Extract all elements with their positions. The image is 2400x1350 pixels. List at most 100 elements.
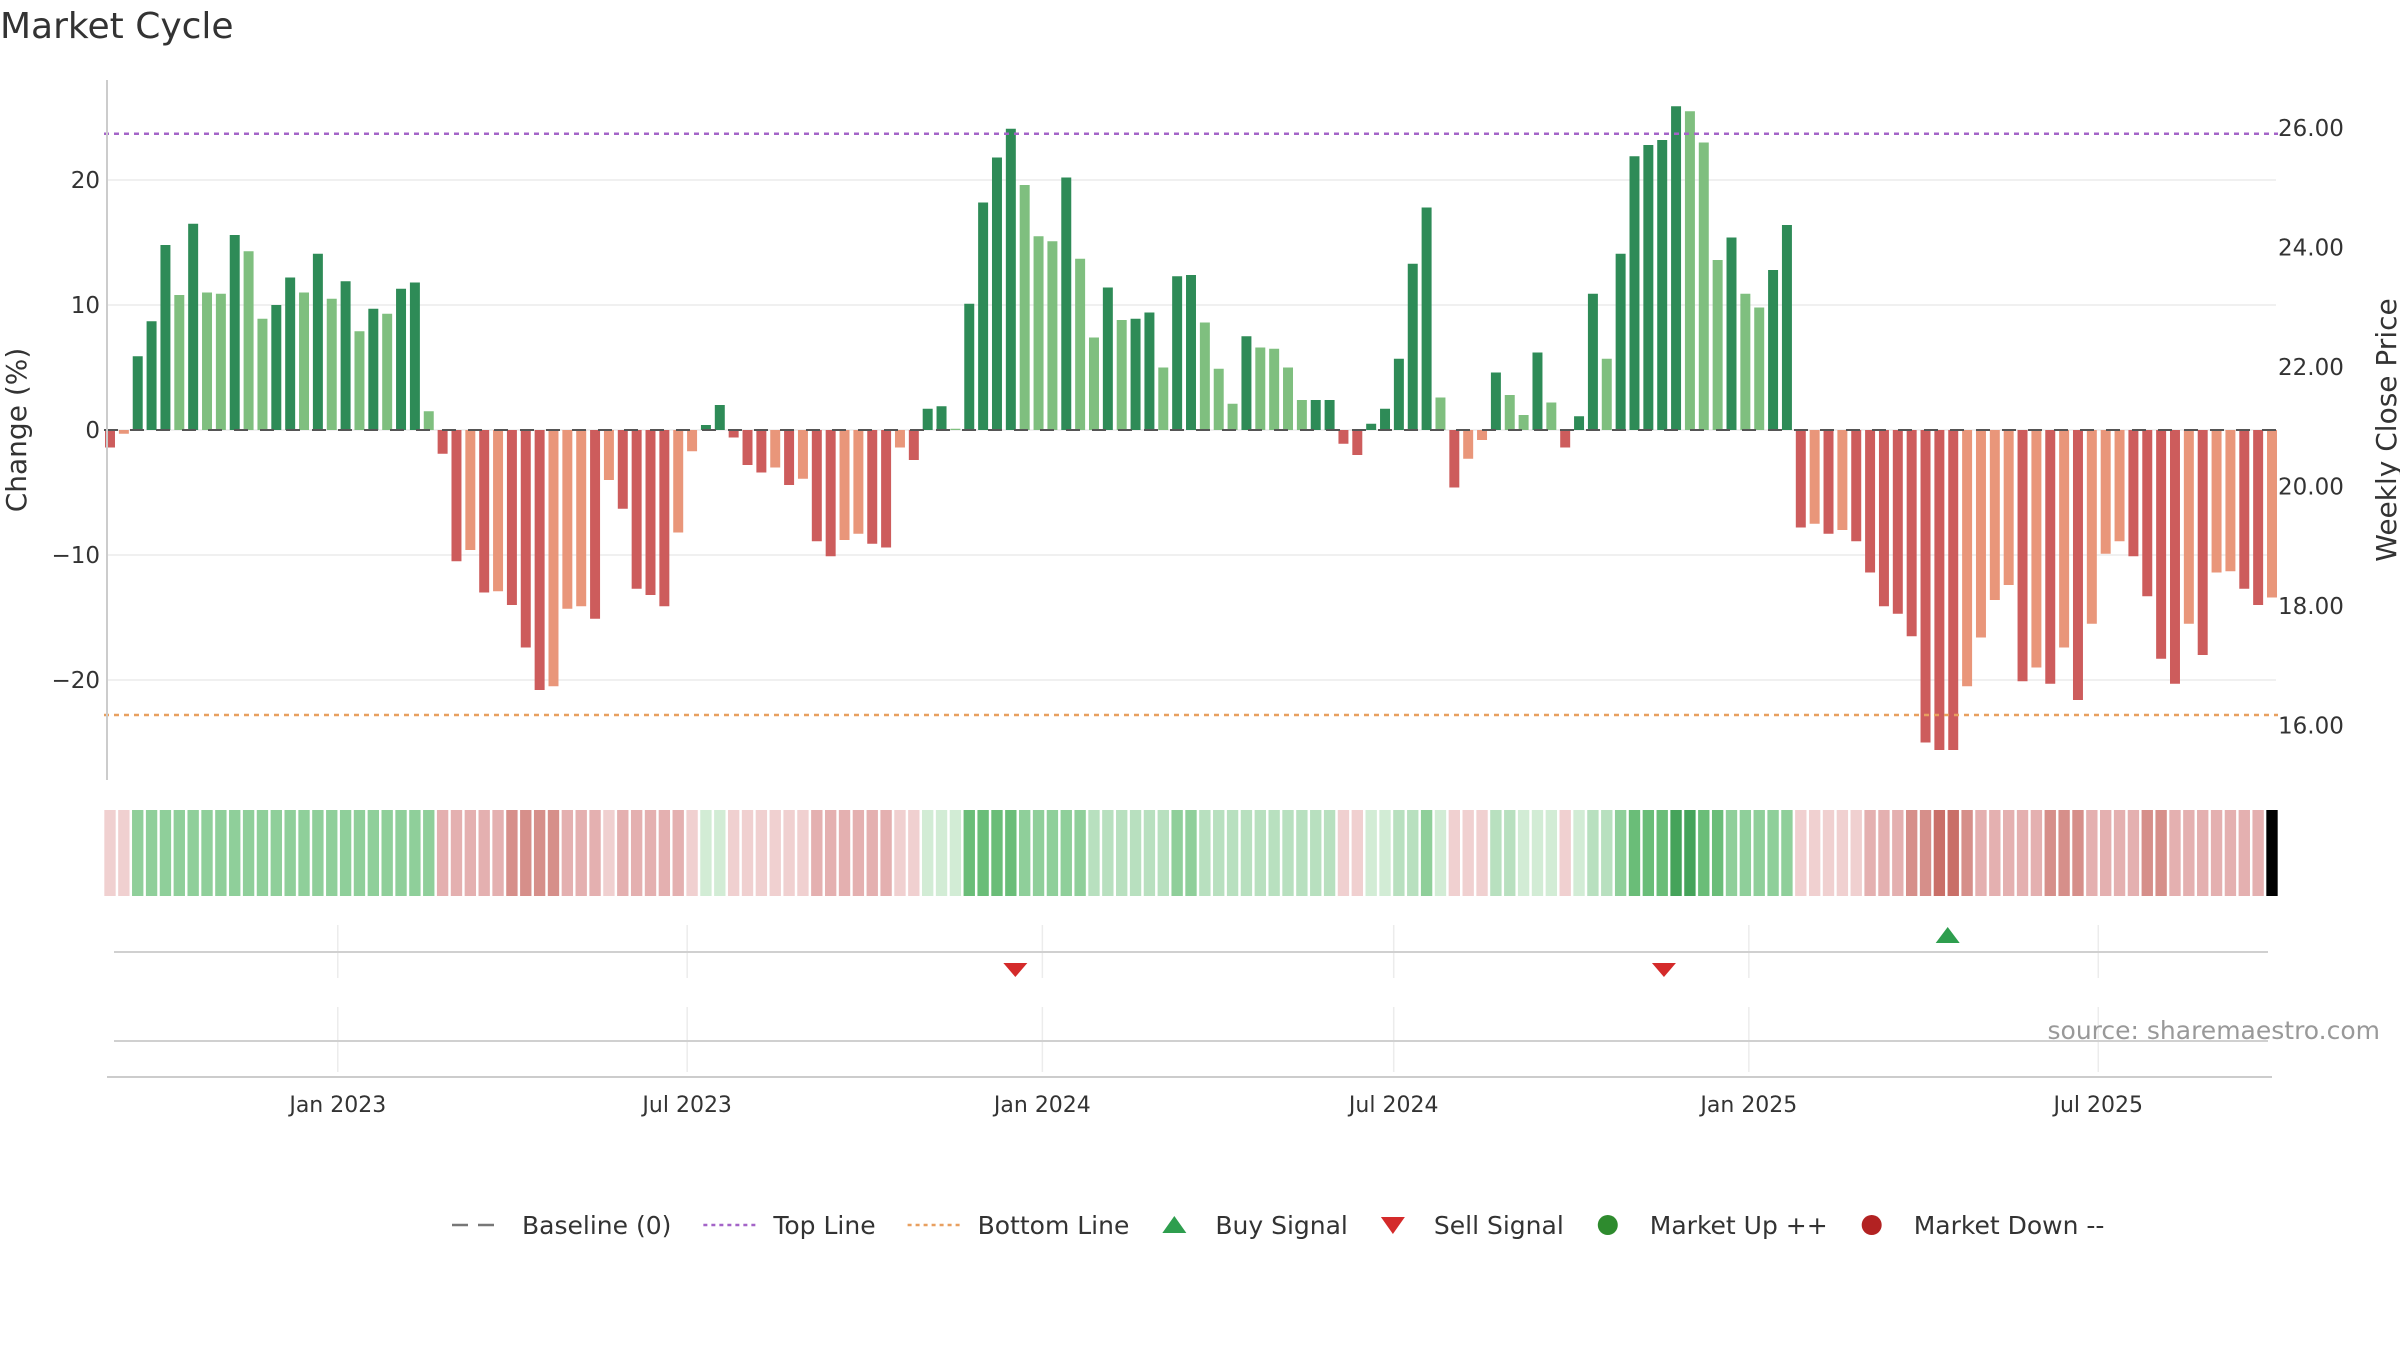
change-bar — [396, 288, 407, 430]
change-bar — [1047, 241, 1058, 430]
change-bar — [603, 430, 614, 480]
change-bar — [1574, 416, 1585, 430]
change-bar — [908, 430, 919, 460]
change-bar — [1795, 430, 1806, 528]
right-axis-ticks: 26.00 24.00 22.00 20.00 18.00 16.00 — [2278, 116, 2344, 740]
heat-cell — [630, 810, 643, 896]
heat-cell — [1476, 810, 1488, 896]
heat-cell — [1684, 810, 1696, 896]
heat-cell — [1434, 810, 1447, 896]
heat-cell — [838, 810, 851, 896]
left-axis-title: Change (%) — [0, 348, 33, 513]
heat-cell — [880, 810, 892, 896]
change-bar — [894, 430, 905, 448]
change-bar — [1477, 430, 1488, 440]
change-bar — [2267, 430, 2277, 598]
change-bar — [1601, 358, 1612, 430]
left-tick-label: 20 — [71, 168, 100, 194]
heat-cell — [1670, 810, 1682, 896]
change-bar — [285, 277, 296, 430]
change-bars — [105, 106, 2277, 750]
change-bar — [839, 430, 850, 540]
heat-cell — [1102, 810, 1114, 896]
heat-cell — [1545, 810, 1558, 896]
change-bar — [1338, 430, 1349, 444]
change-bar — [2086, 430, 2097, 624]
change-bar — [2045, 430, 2056, 684]
heat-cell — [1310, 810, 1322, 896]
heat-cell — [2197, 810, 2209, 896]
heat-cell — [949, 810, 962, 896]
heat-cell — [2002, 810, 2015, 896]
change-bar — [437, 430, 448, 454]
left-tick-label: −20 — [51, 668, 100, 694]
heat-cell — [1448, 810, 1461, 896]
date-axis: Jan 2023 Jul 2023 Jan 2024 Jul 2024 Jan 2025… — [287, 1093, 2143, 1118]
heat-cell — [589, 810, 601, 896]
heat-cell — [672, 810, 684, 896]
change-bar — [1019, 185, 1030, 430]
change-bar — [631, 430, 642, 589]
change-bar — [146, 321, 157, 430]
legend-item: Sell Signal — [1380, 1211, 1564, 1240]
change-bar — [423, 411, 434, 430]
sell-signal-marker — [1003, 963, 1028, 977]
change-bar — [132, 356, 143, 430]
heat-cell — [686, 810, 698, 896]
change-bar — [160, 245, 171, 430]
change-bar — [1116, 320, 1127, 430]
change-bar — [1102, 287, 1113, 430]
change-bar — [1671, 106, 1682, 430]
legend-item: Baseline (0) — [452, 1211, 671, 1240]
heat-cell — [1989, 810, 2001, 896]
heat-cell — [1129, 810, 1142, 896]
heat-cell — [561, 810, 574, 896]
heat-cell — [1781, 810, 1793, 896]
heat-cell — [145, 810, 158, 896]
heat-cell — [1005, 810, 1017, 896]
right-tick-label: 16.00 — [2278, 714, 2344, 740]
heat-cell — [1074, 810, 1086, 896]
change-bar — [853, 430, 864, 534]
heat-cell — [741, 810, 754, 896]
change-bar — [1823, 430, 1834, 534]
heat-cell — [991, 810, 1003, 896]
change-bar — [1380, 408, 1391, 430]
heat-cell — [547, 810, 560, 896]
heat-cell — [2030, 810, 2043, 896]
change-bar — [1518, 415, 1529, 430]
change-bar — [1213, 368, 1224, 430]
heat-cell — [644, 810, 657, 896]
change-bar — [659, 430, 670, 607]
change-bar — [1186, 275, 1196, 430]
change-bar — [1768, 270, 1779, 430]
heat-cell — [1171, 810, 1183, 896]
heat-cell — [977, 810, 989, 896]
change-bar — [1754, 307, 1765, 430]
heat-cell — [2169, 810, 2181, 896]
legend-item: Bottom Line — [907, 1211, 1129, 1240]
change-bar — [617, 430, 628, 509]
heat-cell — [1767, 810, 1779, 896]
legend-label: Market Down -- — [1914, 1211, 2105, 1240]
change-bar — [2197, 430, 2208, 655]
heat-cell — [1019, 810, 1031, 896]
change-bar — [1227, 403, 1238, 430]
change-bar — [645, 430, 656, 595]
heat-cell — [2072, 810, 2084, 896]
legend-swatch — [1380, 1217, 1405, 1234]
change-bar — [1781, 225, 1792, 430]
change-bar — [2169, 430, 2180, 684]
heat-cell — [1379, 810, 1391, 896]
change-bar — [1920, 430, 1931, 743]
heat-cell — [1351, 810, 1363, 896]
date-tick-label: Jan 2023 — [287, 1093, 386, 1118]
heat-cell — [921, 810, 934, 896]
change-bar — [1975, 430, 1986, 638]
heat-cell — [492, 810, 504, 896]
change-bar — [1560, 430, 1571, 448]
change-bar — [215, 293, 226, 430]
heat-cell — [2224, 810, 2237, 896]
heat-cell — [1185, 810, 1197, 896]
heat-cell — [575, 810, 587, 896]
